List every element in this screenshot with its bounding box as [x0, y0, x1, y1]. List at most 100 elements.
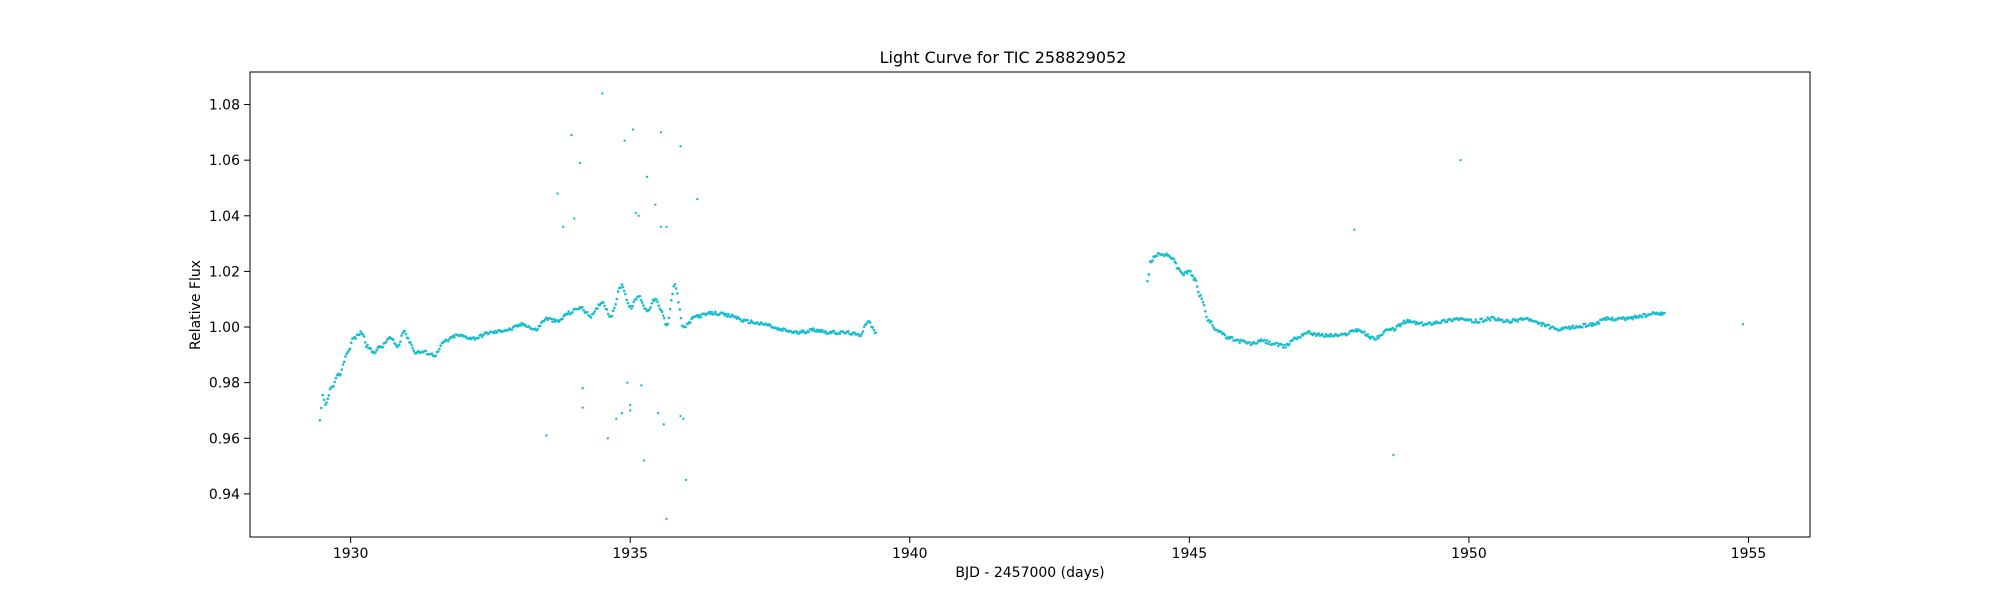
data-point — [1354, 328, 1358, 331]
data-point — [624, 292, 627, 296]
data-point — [561, 317, 564, 321]
data-point — [601, 92, 604, 95]
data-point — [623, 139, 626, 142]
data-point — [319, 406, 323, 410]
data-point — [1266, 342, 1270, 346]
data-point — [639, 298, 643, 302]
data-point — [1478, 321, 1481, 324]
data-point — [622, 289, 626, 293]
y-tick-label: 0.96 — [209, 431, 240, 447]
data-point — [679, 145, 682, 148]
data-point — [667, 316, 671, 320]
data-point — [321, 393, 324, 397]
data-point — [652, 299, 656, 303]
data-point — [672, 284, 676, 288]
data-point — [709, 312, 712, 316]
data-point — [673, 282, 677, 286]
y-tick-label: 1.02 — [209, 264, 240, 280]
data-point — [625, 298, 628, 302]
data-point — [363, 341, 367, 344]
data-point — [741, 320, 745, 323]
data-point — [1510, 320, 1513, 324]
data-point — [1603, 316, 1607, 320]
data-point — [638, 294, 642, 298]
data-point — [403, 329, 407, 333]
data-point — [621, 285, 625, 289]
data-point — [477, 336, 480, 340]
data-point — [1497, 317, 1500, 320]
data-point — [573, 217, 576, 220]
data-point — [656, 412, 660, 415]
data-point — [374, 351, 377, 354]
data-point — [1230, 336, 1234, 339]
data-point — [602, 301, 605, 304]
data-point — [566, 312, 569, 316]
data-point — [1469, 318, 1473, 321]
data-point — [479, 333, 483, 337]
data-point — [1413, 320, 1416, 323]
data-point — [1439, 321, 1443, 324]
data-point — [603, 304, 606, 308]
data-point — [611, 309, 615, 313]
data-point — [661, 314, 665, 317]
data-point — [1264, 341, 1268, 345]
data-point — [781, 329, 784, 332]
data-point — [1590, 324, 1594, 328]
data-point — [649, 306, 652, 309]
data-point — [865, 322, 868, 325]
data-point — [1658, 313, 1662, 317]
data-point — [593, 310, 597, 313]
data-point — [1201, 300, 1205, 304]
data-point — [1488, 319, 1492, 322]
data-point — [1284, 346, 1287, 349]
data-point — [1313, 332, 1317, 336]
data-point — [1535, 320, 1539, 324]
data-point — [610, 314, 614, 318]
data-point — [654, 203, 657, 206]
data-point — [1280, 343, 1284, 346]
data-point — [769, 323, 772, 327]
data-point — [807, 330, 811, 334]
data-point — [634, 298, 638, 301]
data-point — [339, 373, 342, 376]
data-point — [406, 337, 410, 340]
data-point — [1255, 342, 1259, 345]
data-series — [318, 282, 878, 422]
data-point — [1368, 337, 1372, 340]
data-point — [1485, 319, 1488, 322]
data-point — [1212, 326, 1216, 330]
data-point — [1195, 285, 1199, 288]
data-point — [1398, 324, 1402, 328]
data-point — [746, 318, 749, 322]
data-point — [1581, 325, 1584, 329]
x-axis: 1930 1935 1940 1945 1950 1955 — [333, 537, 1766, 562]
data-point — [492, 331, 496, 335]
data-point — [679, 414, 682, 418]
data-point — [1177, 267, 1181, 271]
data-point — [758, 323, 761, 326]
data-point — [1624, 318, 1627, 322]
data-point — [1323, 335, 1327, 338]
data-point — [570, 133, 573, 137]
data-point — [1459, 158, 1462, 162]
data-point — [710, 310, 713, 314]
data-point — [713, 310, 717, 314]
data-point — [436, 350, 440, 353]
data-point — [1640, 315, 1644, 319]
data-point — [676, 292, 679, 295]
data-point — [1394, 328, 1397, 331]
data-point — [561, 225, 565, 229]
data-point — [1583, 322, 1587, 326]
data-point — [327, 394, 331, 397]
data-point — [562, 314, 566, 318]
data-point — [1605, 318, 1608, 322]
data-point — [1570, 326, 1573, 329]
data-point — [1362, 330, 1366, 333]
y-axis-label: Relative Flux — [188, 260, 204, 350]
data-point — [589, 316, 593, 319]
data-point — [846, 329, 850, 333]
data-point — [832, 329, 836, 333]
data-point — [677, 300, 680, 304]
